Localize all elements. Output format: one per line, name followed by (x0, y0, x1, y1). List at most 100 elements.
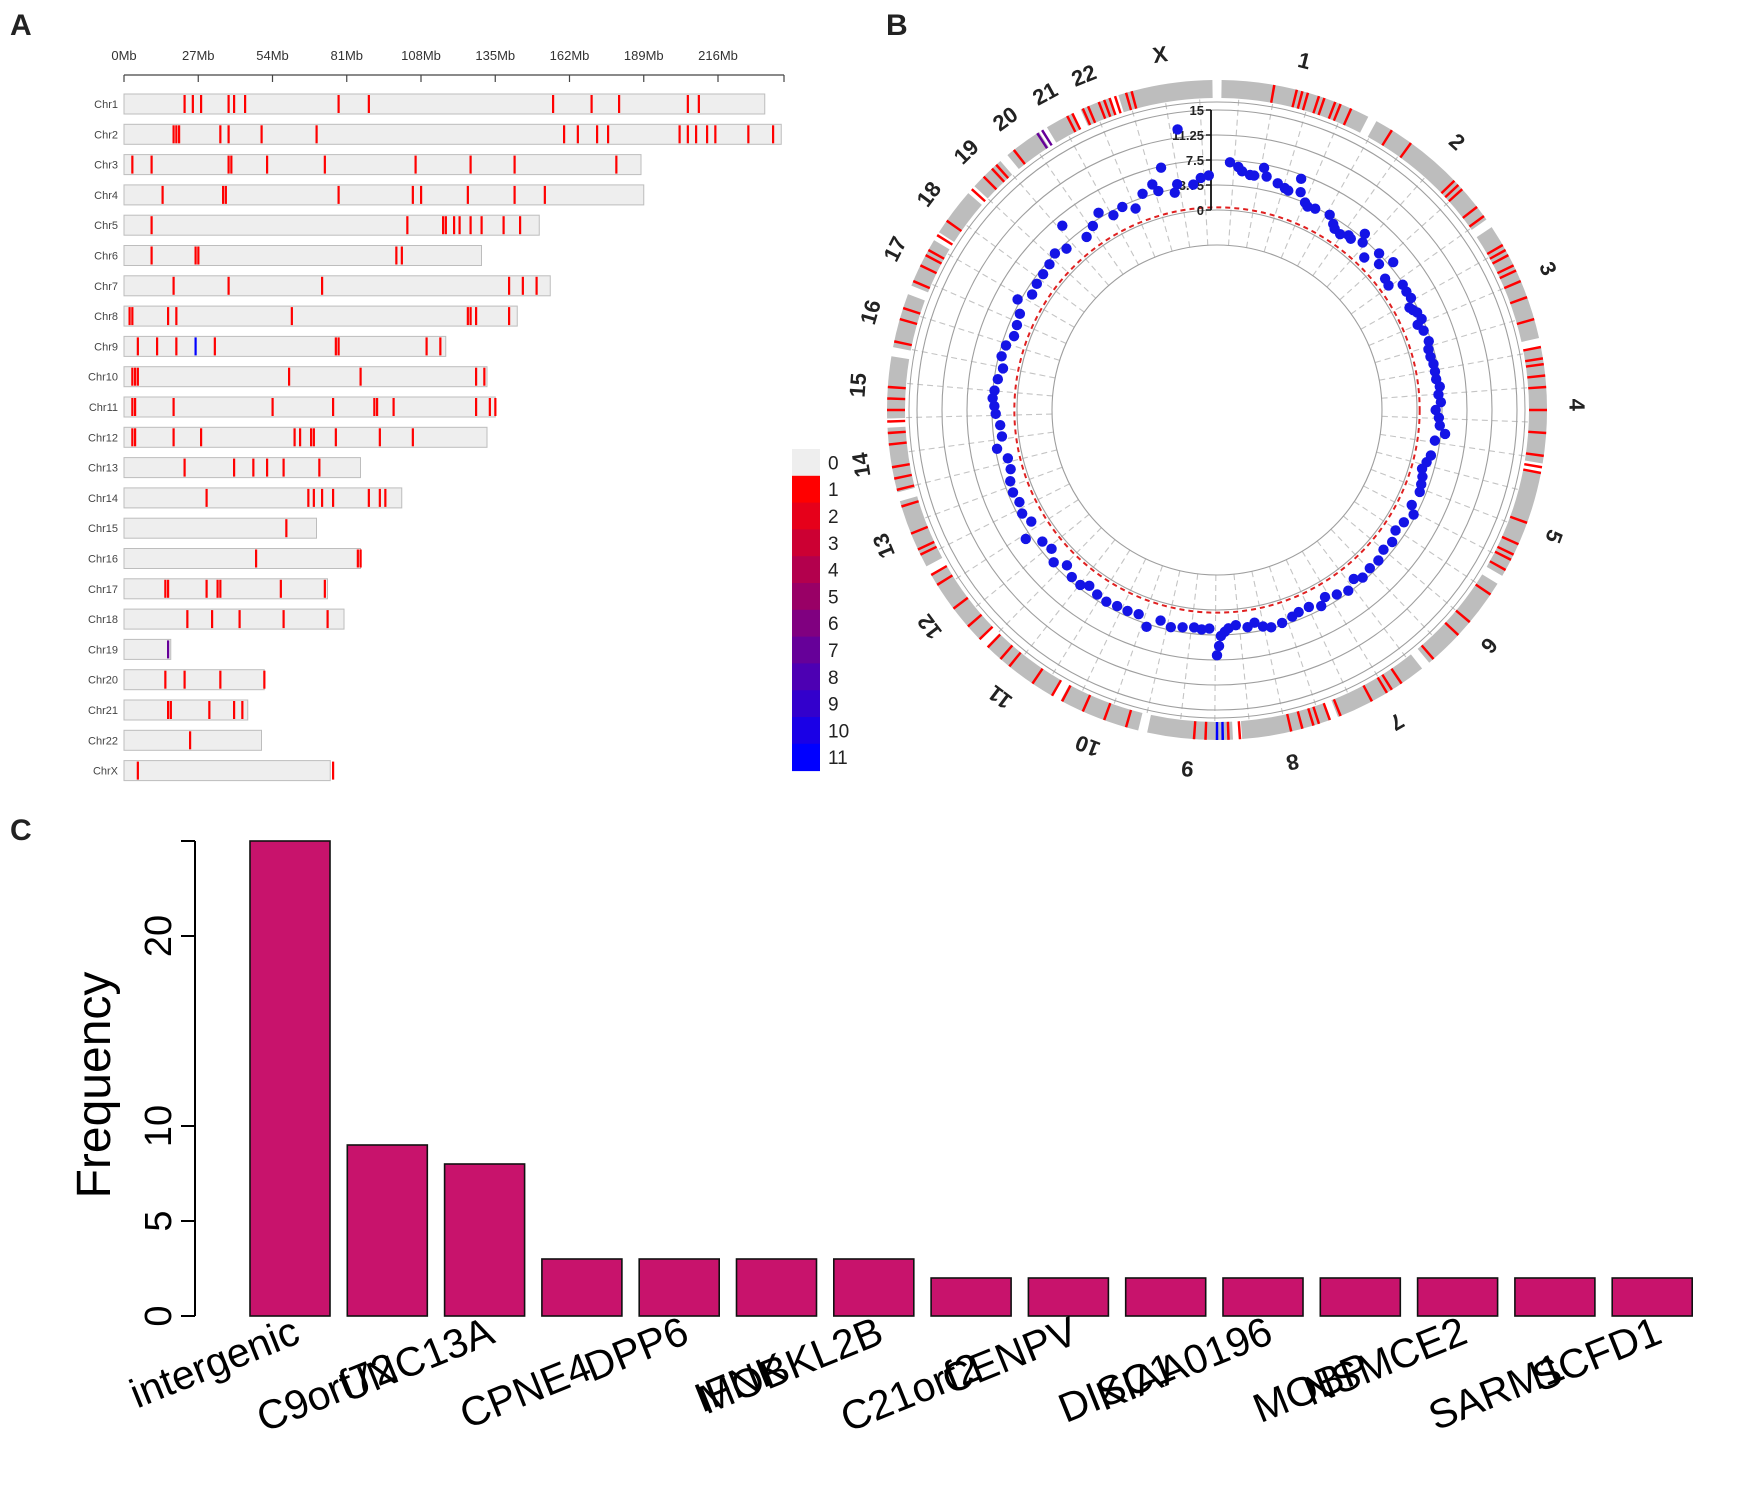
snp-frequency-point (1093, 207, 1104, 219)
significance-threshold-circle (1013, 206, 1421, 614)
chromosome-bar (123, 699, 249, 721)
chromosome-ring-label: 7 (1385, 708, 1408, 736)
ideogram-snp-mark (893, 473, 913, 480)
chromosome-label: Chr13 (88, 463, 118, 475)
ideogram-snp-mark (1327, 101, 1337, 120)
legend-swatch (792, 743, 820, 772)
legend-label: 10 (828, 721, 849, 742)
ideogram-snp-mark (1448, 188, 1464, 203)
ideogram-snp-mark (1221, 721, 1225, 740)
ideogram-snp-mark (1381, 673, 1393, 691)
chromosome-label: Chr6 (94, 251, 118, 263)
snp-density-mark (337, 185, 340, 204)
snp-density-mark (167, 640, 170, 659)
snp-frequency-point (1295, 186, 1306, 198)
snp-frequency-point (1213, 640, 1225, 652)
circos-guide-line (1326, 177, 1426, 288)
circos-guide-line (965, 224, 1085, 313)
circos-guide-line (954, 499, 1079, 580)
ideogram-snp-mark (1503, 279, 1522, 290)
snp-density-mark (194, 337, 197, 356)
circos-guide-line (1343, 515, 1457, 611)
chromosome-label: Chr21 (88, 705, 118, 717)
legend-swatch (792, 449, 820, 477)
karyogram-axis-tick-label: 81Mb (330, 48, 363, 63)
snp-frequency-point (1334, 228, 1346, 240)
ideogram-snp-mark (891, 462, 910, 469)
ideogram-snp-mark (1528, 408, 1547, 412)
radial-grid-circle (1016, 209, 1418, 611)
ideogram-snp-mark (1237, 721, 1242, 740)
snp-density-mark (172, 125, 175, 144)
chromosome-ideogram (1007, 132, 1049, 170)
snp-density-mark (686, 125, 689, 144)
chromosome-ring-label: X (1151, 41, 1170, 68)
snp-density-mark (442, 216, 445, 235)
chromosome-label: Chr4 (94, 190, 118, 202)
snp-density-mark (334, 428, 337, 447)
snp-density-mark (191, 95, 194, 113)
snp-density-mark (312, 488, 315, 507)
circos-inner-circle (1051, 244, 1383, 576)
chromosome-ring-label: 11 (983, 680, 1017, 714)
snp-frequency-point (1398, 517, 1410, 528)
snp-density-mark (373, 398, 376, 416)
snp-frequency-point (1147, 179, 1158, 190)
snp-density-mark (337, 95, 340, 113)
chromosome-label: Chr18 (88, 614, 118, 626)
snp-density-mark (439, 337, 442, 356)
snp-density-mark (178, 125, 181, 144)
ideogram-snp-mark (919, 545, 938, 556)
snp-density-mark (480, 216, 483, 235)
ideogram-snp-mark (1420, 644, 1435, 660)
circos-guide-line (1263, 110, 1307, 253)
ideogram-snp-mark (1312, 706, 1321, 725)
ideogram-snp-mark (1031, 667, 1044, 685)
snp-density-mark (488, 398, 491, 416)
snp-frequency-point (1276, 617, 1288, 629)
circos-guide-line (907, 431, 1054, 453)
snp-frequency-point (1008, 330, 1020, 342)
snp-density-mark (411, 428, 414, 447)
ideogram-snp-mark (967, 613, 983, 628)
snp-frequency-point (1345, 233, 1357, 244)
y-axis-tick-label: 10 (138, 1105, 180, 1147)
snp-frequency-point (1048, 557, 1059, 568)
snp-frequency-point (1429, 366, 1441, 377)
ideogram-snp-mark (1124, 92, 1133, 111)
snp-frequency-point (1020, 533, 1031, 545)
snp-frequency-point (996, 431, 1008, 442)
snp-frequency-point (1215, 630, 1227, 642)
ideogram-snp-mark (887, 385, 906, 390)
chromosome-ring-label: 3 (1534, 258, 1562, 279)
snp-frequency-point (1037, 268, 1049, 280)
circos-guide-line (905, 413, 1053, 419)
chromosome-label: Chr15 (88, 523, 118, 535)
circos-guide-line (997, 527, 1102, 633)
frequency-bar (1514, 1277, 1596, 1317)
snp-frequency-point (1108, 209, 1119, 221)
frequency-bar (346, 1144, 429, 1317)
y-axis-tick-label: 5 (138, 1210, 180, 1231)
radial-grid-circle (941, 134, 1493, 686)
circos-guide-line (1251, 571, 1284, 716)
snp-frequency-point (1117, 201, 1128, 213)
snp-density-mark (266, 155, 269, 174)
snp-density-mark (172, 276, 175, 295)
chromosome-ring-label: 13 (867, 530, 899, 562)
circos-guide-line (1280, 122, 1339, 259)
snp-density-mark (224, 185, 227, 204)
snp-frequency-point (1236, 166, 1248, 177)
ideogram-snp-mark (1102, 99, 1112, 118)
ideogram-snp-mark (1376, 676, 1389, 694)
frequency-bar (541, 1258, 623, 1317)
chromosome-ring-label: 14 (847, 450, 876, 479)
ideogram-snp-mark (991, 167, 1006, 183)
ideogram-snp-mark (1226, 721, 1230, 740)
circos-guide-line (1164, 102, 1191, 248)
snp-frequency-point (1026, 516, 1037, 527)
ideogram-snp-mark (1102, 702, 1112, 721)
snp-density-mark (494, 398, 497, 416)
circos-guide-line (1297, 137, 1370, 267)
circos-guide-line (937, 483, 1070, 551)
